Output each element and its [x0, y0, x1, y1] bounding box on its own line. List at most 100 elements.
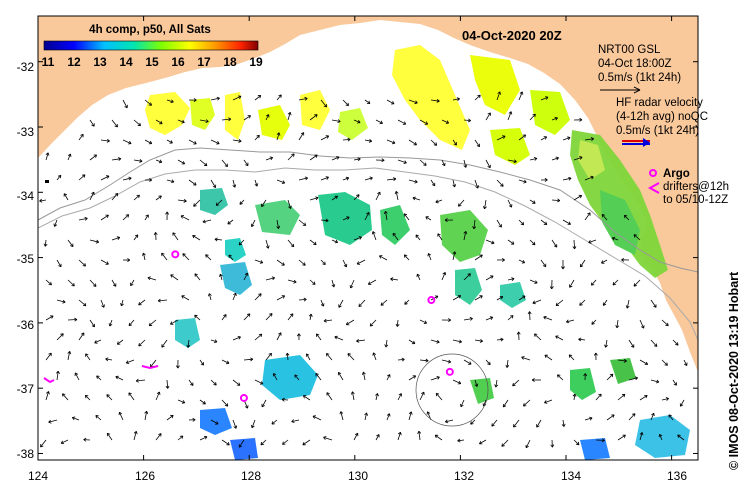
current-vector: [507, 159, 517, 163]
current-vector: [551, 199, 560, 201]
current-vector-head: [205, 254, 209, 258]
current-vector: [562, 419, 565, 427]
current-vector: [100, 175, 110, 181]
current-vector: [243, 313, 251, 321]
current-vector-head: [472, 226, 477, 230]
current-vector-head: [679, 403, 684, 407]
current-vector-head: [612, 282, 616, 286]
current-vector-head: [502, 135, 506, 139]
current-vector: [45, 152, 49, 161]
current-vector: [287, 112, 291, 121]
current-vector-head: [490, 275, 494, 279]
current-vector: [177, 119, 185, 123]
current-vector-head: [238, 242, 243, 246]
current-vector-head: [479, 254, 483, 258]
current-vector: [523, 399, 531, 407]
current-vector: [566, 319, 575, 323]
current-vector: [194, 314, 201, 321]
current-vector-head: [125, 360, 130, 364]
current-vector: [650, 379, 660, 383]
current-vector-head: [300, 132, 305, 136]
current-vector: [309, 313, 312, 321]
current-vector: [166, 179, 175, 183]
current-vector: [155, 159, 163, 163]
current-vector-head: [237, 336, 241, 340]
current-vector: [172, 232, 179, 241]
current-vector: [532, 299, 542, 304]
current-vector-head: [186, 344, 191, 348]
current-vector-head: [331, 284, 336, 288]
current-vector-head: [315, 373, 319, 377]
current-vector: [496, 338, 504, 341]
hf-scale-arrowhead: [643, 138, 650, 147]
current-vector-head: [165, 385, 170, 389]
current-vector: [122, 214, 129, 221]
current-vector-head: [161, 344, 165, 348]
current-vector: [136, 379, 146, 382]
current-vector: [298, 98, 308, 101]
current-vector-head: [658, 433, 663, 438]
island: [45, 180, 49, 183]
current-vector: [254, 293, 262, 301]
current-vector: [639, 432, 643, 441]
current-vector-head: [578, 337, 582, 342]
current-vector-head: [244, 272, 249, 277]
current-vector-head: [555, 335, 559, 339]
current-vector: [287, 199, 291, 209]
current-vector: [385, 211, 388, 221]
current-vector-head: [276, 132, 281, 136]
current-vector: [320, 219, 329, 222]
current-vector: [286, 353, 289, 361]
current-vector: [323, 319, 333, 322]
current-vector: [375, 434, 380, 441]
current-vector: [85, 353, 91, 361]
current-vector-head: [625, 305, 630, 309]
current-vector: [578, 338, 586, 341]
current-vector: [435, 199, 443, 203]
y-tick-label: -33: [17, 125, 35, 139]
current-vector: [67, 279, 75, 287]
current-vector: [208, 293, 212, 301]
current-vector: [210, 339, 218, 343]
current-vector: [419, 319, 427, 324]
current-vector: [584, 176, 594, 181]
current-vector-head: [337, 371, 342, 376]
colorbar-label: 18: [223, 55, 237, 69]
current-vector-head: [281, 262, 285, 266]
current-vector: [369, 319, 377, 327]
current-vector-head: [550, 444, 555, 448]
current-vector: [276, 332, 282, 341]
x-axis-labels: 124 126 128 130 132 134 136: [28, 469, 687, 483]
colorbar-label: 15: [145, 55, 159, 69]
current-vector-head: [179, 435, 184, 439]
current-vector: [496, 179, 504, 187]
current-vector-head: [402, 121, 407, 125]
current-vector: [67, 319, 78, 321]
current-vector: [507, 315, 514, 321]
current-vector: [430, 339, 440, 343]
current-vector-head: [634, 376, 638, 381]
current-vector-head: [566, 319, 570, 324]
current-vector-head: [212, 184, 217, 188]
current-vector-head: [384, 344, 389, 348]
current-vectors: [39, 91, 688, 449]
current-vector-head: [567, 221, 571, 225]
current-vector: [40, 439, 47, 448]
current-vector-head: [357, 157, 361, 162]
current-vector-head: [183, 198, 187, 203]
current-vector: [109, 319, 113, 327]
current-vector-head: [203, 162, 208, 167]
current-vector-head: [427, 253, 432, 257]
current-vector: [320, 299, 324, 307]
current-vector-head: [356, 338, 360, 343]
current-vector: [323, 436, 333, 441]
current-vector: [271, 419, 278, 425]
y-tick-label: -34: [17, 189, 35, 203]
current-vector: [529, 199, 536, 204]
current-vector: [44, 239, 47, 247]
current-vector: [166, 139, 173, 144]
current-vector: [309, 279, 316, 285]
current-vector-head: [414, 100, 418, 105]
current-vector: [166, 414, 174, 421]
current-vector: [485, 316, 493, 321]
